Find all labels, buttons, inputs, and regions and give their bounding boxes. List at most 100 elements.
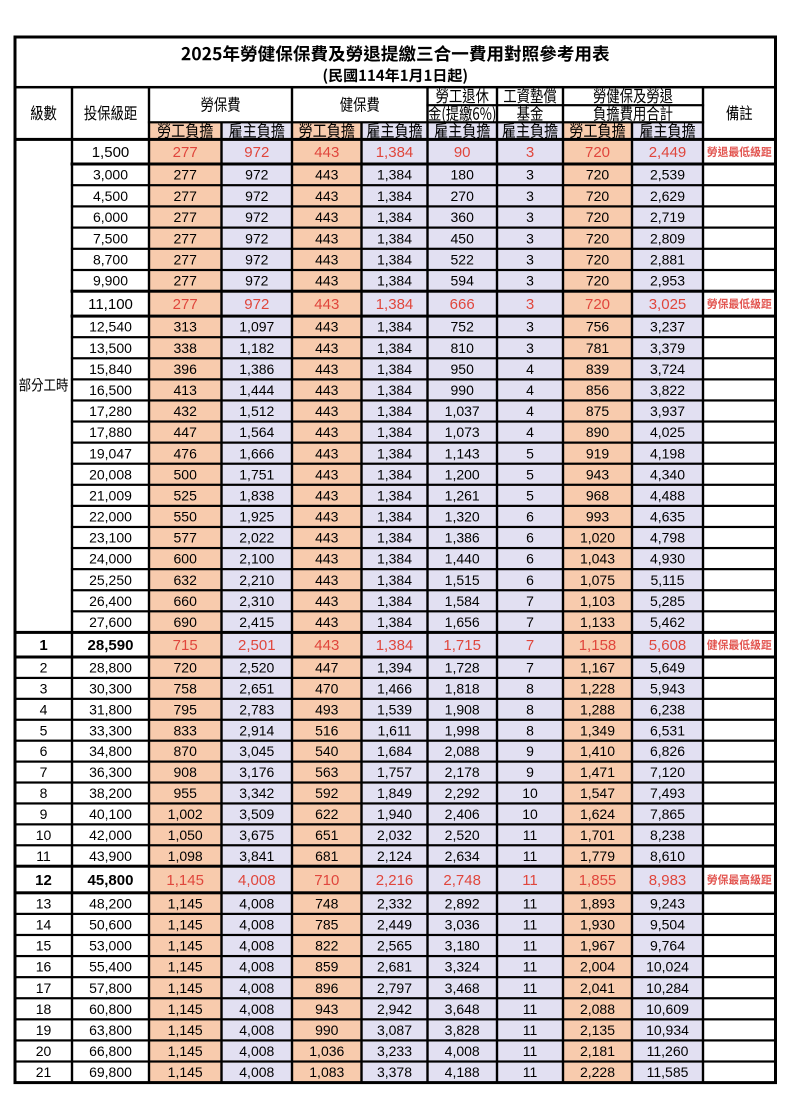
svg-text:1,818: 1,818 — [445, 681, 480, 697]
svg-text:1,384: 1,384 — [377, 572, 412, 588]
svg-text:447: 447 — [174, 424, 198, 440]
svg-text:1,182: 1,182 — [239, 340, 274, 356]
svg-text:3,841: 3,841 — [239, 848, 274, 864]
svg-text:2,520: 2,520 — [445, 827, 480, 843]
svg-text:15: 15 — [36, 938, 52, 954]
svg-text:63,800: 63,800 — [89, 1022, 132, 1038]
svg-text:12,540: 12,540 — [89, 319, 132, 335]
svg-text:1,384: 1,384 — [377, 319, 412, 335]
svg-text:1,893: 1,893 — [580, 895, 615, 911]
svg-text:277: 277 — [173, 296, 198, 313]
svg-text:3: 3 — [526, 167, 534, 183]
svg-text:2,178: 2,178 — [445, 764, 480, 780]
svg-text:2,651: 2,651 — [239, 681, 274, 697]
svg-text:14: 14 — [36, 917, 52, 933]
svg-text:5: 5 — [526, 487, 534, 503]
svg-text:31,800: 31,800 — [89, 701, 132, 717]
svg-text:19: 19 — [36, 1022, 52, 1038]
svg-text:1,779: 1,779 — [580, 848, 615, 864]
svg-text:1,384: 1,384 — [377, 445, 412, 461]
svg-text:1,440: 1,440 — [445, 551, 480, 567]
svg-text:450: 450 — [451, 230, 475, 246]
svg-text:632: 632 — [174, 572, 198, 588]
svg-text:2,022: 2,022 — [239, 530, 274, 546]
svg-text:4,025: 4,025 — [650, 424, 685, 440]
svg-text:18: 18 — [36, 1001, 52, 1017]
svg-text:3,025: 3,025 — [649, 296, 687, 313]
svg-text:443: 443 — [315, 530, 339, 546]
svg-text:6,531: 6,531 — [650, 722, 685, 738]
svg-text:600: 600 — [174, 551, 198, 567]
svg-text:785: 785 — [315, 917, 339, 933]
svg-text:38,200: 38,200 — [89, 785, 132, 801]
svg-text:28,800: 28,800 — [89, 660, 132, 676]
svg-text:40,100: 40,100 — [89, 806, 132, 822]
svg-text:3,176: 3,176 — [239, 764, 274, 780]
svg-text:990: 990 — [315, 1022, 339, 1038]
svg-text:55,400: 55,400 — [89, 959, 132, 975]
svg-text:1,384: 1,384 — [377, 188, 412, 204]
svg-text:11: 11 — [523, 1064, 538, 1080]
svg-text:443: 443 — [315, 188, 339, 204]
svg-text:9: 9 — [40, 806, 48, 822]
svg-text:28,590: 28,590 — [88, 637, 134, 654]
svg-text:10,934: 10,934 — [646, 1022, 689, 1038]
svg-text:795: 795 — [174, 701, 198, 717]
svg-text:781: 781 — [586, 340, 610, 356]
svg-text:4,008: 4,008 — [239, 895, 274, 911]
svg-text:9,764: 9,764 — [650, 938, 685, 954]
svg-text:17,280: 17,280 — [89, 403, 132, 419]
svg-text:1,145: 1,145 — [168, 1043, 203, 1059]
svg-text:500: 500 — [174, 466, 198, 482]
svg-text:5,943: 5,943 — [650, 681, 685, 697]
svg-text:660: 660 — [174, 593, 198, 609]
svg-text:1,228: 1,228 — [580, 681, 615, 697]
svg-text:11: 11 — [523, 959, 538, 975]
svg-text:11,100: 11,100 — [88, 296, 133, 313]
svg-text:10,284: 10,284 — [646, 980, 689, 996]
svg-text:2,406: 2,406 — [445, 806, 480, 822]
svg-text:45,800: 45,800 — [88, 872, 134, 889]
svg-text:16: 16 — [36, 959, 52, 975]
svg-text:5,115: 5,115 — [651, 572, 685, 588]
svg-text:2,520: 2,520 — [239, 660, 274, 676]
svg-text:516: 516 — [315, 722, 339, 738]
svg-text:1,751: 1,751 — [239, 466, 274, 482]
svg-text:3: 3 — [526, 144, 534, 161]
svg-text:1,133: 1,133 — [580, 614, 615, 630]
svg-text:443: 443 — [315, 424, 339, 440]
svg-text:3,724: 3,724 — [650, 361, 685, 377]
svg-text:4,008: 4,008 — [238, 872, 276, 889]
svg-text:21,009: 21,009 — [89, 487, 132, 503]
svg-text:720: 720 — [586, 252, 610, 268]
svg-text:972: 972 — [244, 296, 269, 313]
svg-text:11: 11 — [523, 848, 538, 864]
svg-text:822: 822 — [315, 938, 339, 954]
svg-text:1,384: 1,384 — [376, 637, 414, 654]
svg-text:30,300: 30,300 — [89, 681, 132, 697]
svg-text:522: 522 — [451, 252, 475, 268]
svg-text:955: 955 — [174, 785, 198, 801]
svg-text:4,008: 4,008 — [445, 1043, 480, 1059]
svg-text:1,036: 1,036 — [309, 1043, 344, 1059]
svg-text:3,379: 3,379 — [650, 340, 685, 356]
svg-text:1,384: 1,384 — [377, 530, 412, 546]
svg-text:11: 11 — [523, 827, 538, 843]
svg-text:972: 972 — [245, 252, 269, 268]
svg-text:443: 443 — [315, 614, 339, 630]
svg-text:2,681: 2,681 — [377, 959, 412, 975]
svg-text:968: 968 — [586, 487, 610, 503]
svg-text:720: 720 — [585, 144, 610, 161]
svg-text:720: 720 — [585, 296, 610, 313]
svg-text:6: 6 — [526, 572, 534, 588]
svg-text:277: 277 — [174, 209, 198, 225]
svg-text:720: 720 — [586, 230, 610, 246]
svg-text:11,585: 11,585 — [647, 1064, 689, 1080]
svg-text:1,349: 1,349 — [580, 722, 615, 738]
svg-text:4,500: 4,500 — [93, 188, 128, 204]
svg-text:1,998: 1,998 — [445, 722, 480, 738]
svg-text:443: 443 — [315, 466, 339, 482]
svg-text:720: 720 — [586, 273, 610, 289]
svg-text:8,983: 8,983 — [649, 872, 687, 889]
svg-text:1,611: 1,611 — [378, 722, 412, 738]
